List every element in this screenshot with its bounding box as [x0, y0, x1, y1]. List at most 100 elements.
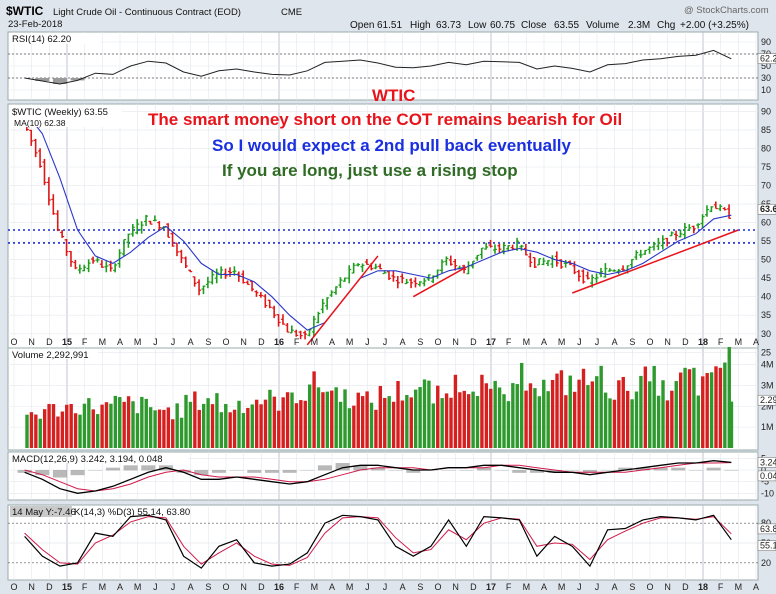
price-tick-2: 80: [761, 143, 771, 153]
x-label-0-41: M: [735, 337, 743, 347]
volume-bar-6-3: [144, 398, 148, 448]
x-label-1-10: A: [188, 582, 194, 592]
macd-signal-line: [24, 462, 732, 492]
volume-bar-16-2: [316, 387, 321, 448]
volume-bar-22-2: [422, 379, 427, 448]
trendline-1: [412, 266, 467, 298]
price-tick-7: 55: [761, 236, 771, 246]
stoch-label: 14 May Y:-7.46: [12, 507, 76, 518]
volume-bar-34-3: [639, 375, 643, 448]
macd-hist-20: [370, 467, 385, 471]
x-label-0-29: M: [523, 337, 531, 347]
volume-bar-15-3: [303, 400, 307, 448]
macd-hist-13: [247, 470, 262, 473]
x-label-0-30: A: [541, 337, 547, 347]
volume-bar-5-1: [118, 397, 122, 448]
x-label-1-31: M: [558, 582, 566, 592]
description-label: Light Crude Oil - Continuous Contract (E…: [53, 7, 241, 18]
macd-hist-40: [724, 469, 739, 471]
macd-hist-17: [317, 465, 332, 471]
ohlc-open-value: 61.51: [377, 20, 402, 31]
volume-bar-6-1: [135, 413, 140, 448]
x-label-1-41: M: [735, 582, 743, 592]
volume-bar-29-0: [537, 396, 542, 448]
volume-bar-17-0: [325, 391, 330, 448]
volume-bar-35-2: [652, 365, 656, 448]
volume-bar-17-3: [338, 401, 343, 448]
volume-bar-39-0: [714, 366, 718, 448]
volume-bar-38-3: [709, 372, 714, 448]
x-label-1-6: A: [117, 582, 123, 592]
trendline-0: [306, 255, 379, 346]
x-label-0-21: J: [383, 337, 388, 347]
volume-bar-12-3: [250, 404, 254, 448]
volume-bar-10-0: [201, 403, 206, 448]
volume-bar-0-1: [29, 412, 34, 448]
volume-bar-39-3: [727, 347, 731, 448]
ohlc-chg-value: +2.00 (+3.25%): [680, 20, 749, 31]
x-label-0-39: 18: [698, 337, 708, 347]
stoch-label-chip: [10, 506, 72, 517]
volume-bar-2-2: [69, 403, 73, 448]
volume-tick-2: 2M: [761, 401, 774, 411]
macd-hist-14: [264, 470, 279, 473]
stoch-d-line: [24, 516, 732, 566]
x-label-0-5: M: [99, 337, 107, 347]
volume-bar-2-1: [65, 404, 69, 448]
ohlc-open-label: Open: [350, 20, 374, 31]
date-label: 23-Feb-2018: [8, 19, 62, 30]
macd-label: MACD(12,26,9) 3.242, 3.194, 0.048: [12, 454, 163, 465]
x-label-0-8: J: [153, 337, 158, 347]
volume-bar-3-2: [87, 398, 91, 448]
stoch-k-line: [24, 514, 732, 569]
price-tick-3: 75: [761, 162, 771, 172]
price-tick-0: 90: [761, 106, 771, 116]
volume-bar-3-0: [78, 414, 82, 448]
volume-bar-4-1: [100, 404, 104, 448]
volume-bar-3-3: [91, 409, 95, 448]
volume-bar-10-2: [210, 404, 215, 448]
x-label-0-10: A: [188, 337, 194, 347]
macd-hist-31: [565, 470, 580, 471]
x-label-0-20: J: [365, 337, 370, 347]
volume-bar-11-2: [228, 412, 232, 448]
volume-bar-22-0: [413, 389, 418, 448]
volume-bar-6-0: [131, 401, 135, 448]
volume-bar-19-3: [374, 409, 378, 448]
volume-bar-5-2: [122, 401, 126, 448]
volume-label: Volume 2,292,991: [12, 350, 89, 361]
volume-bar-37-1: [683, 367, 687, 448]
x-label-0-14: D: [258, 337, 265, 347]
x-label-1-1: N: [28, 582, 35, 592]
volume-bar-17-1: [330, 390, 334, 448]
volume-bar-1-3: [56, 416, 60, 448]
volume-bar-36-2: [670, 390, 674, 448]
volume-bar-24-0: [449, 397, 453, 448]
x-label-1-4: F: [82, 582, 88, 592]
ohlc-high-label: High: [410, 20, 431, 31]
volume-bar-18-1: [347, 408, 352, 448]
symbol-label: $WTIC: [6, 4, 44, 18]
x-label-0-7: M: [134, 337, 142, 347]
exchange-label: CME: [281, 7, 302, 18]
volume-bar-17-2: [334, 387, 338, 448]
volume-bar-34-2: [634, 391, 639, 448]
macd-hist-38: [688, 470, 703, 471]
volume-bar-24-2: [458, 392, 462, 448]
volume-bar-4-0: [95, 414, 100, 448]
volume-bar-25-1: [471, 391, 475, 448]
volume-bar-11-1: [224, 403, 228, 448]
price-tick-11: 35: [761, 310, 771, 320]
rsi-label-bg: [10, 33, 100, 44]
volume-bar-10-1: [206, 398, 210, 448]
x-label-1-26: D: [470, 582, 477, 592]
rsi-label: RSI(14) 62.20: [12, 34, 71, 45]
volume-bar-8-1: [171, 419, 175, 448]
x-label-1-37: N: [664, 582, 671, 592]
x-label-0-4: F: [82, 337, 88, 347]
macd-hist-27: [494, 470, 509, 471]
series-layer: [8, 49, 758, 569]
volume-bar-31-1: [577, 379, 581, 448]
volume-bar-26-1: [489, 388, 493, 448]
volume-bar-34-0: [625, 390, 630, 448]
